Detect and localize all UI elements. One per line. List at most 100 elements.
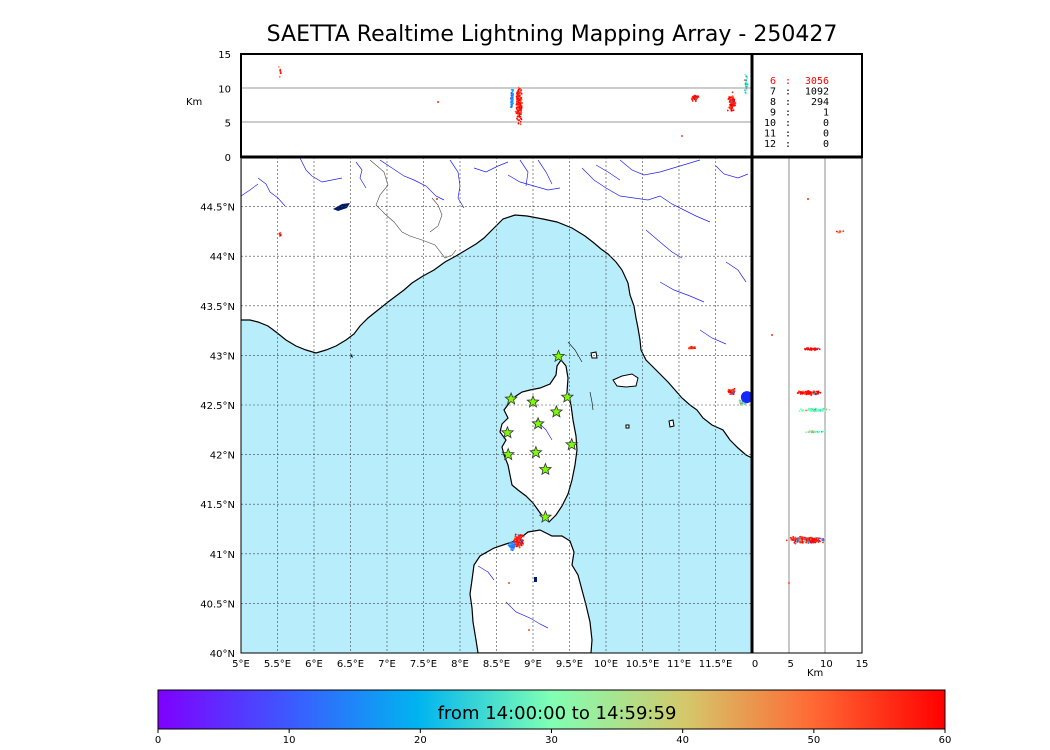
lat-tick-label: 44.5°N [200, 203, 235, 214]
lat-tick-label: 42°N [210, 451, 235, 462]
station-count-sep: : [785, 139, 791, 150]
lon-tick-label: 5.5°E [264, 659, 291, 670]
station-count-sep: : [785, 97, 791, 108]
station-star-icon [549, 404, 564, 418]
lat-tick-label: 40.5°N [200, 599, 235, 610]
top-altitude-tick: 10 [218, 84, 231, 95]
lon-tick-label: 11°E [667, 659, 691, 670]
lake-geneva [333, 203, 350, 211]
station-star-icon [501, 447, 515, 461]
maritime-line [567, 341, 583, 363]
station-star-icon [538, 462, 553, 476]
colorbar-tick: 10 [283, 735, 296, 746]
corsica-island [499, 358, 578, 523]
rivers [241, 157, 749, 629]
lon-tick-label: 7.5°E [410, 659, 437, 670]
colorbar-label: from 14:00:00 to 14:59:59 [438, 703, 677, 724]
side-altitude-tick: 0 [752, 659, 758, 670]
map-panel [241, 157, 752, 653]
lat-tick-label: 42.5°N [200, 401, 235, 412]
top-lightning-sources [278, 66, 749, 137]
elba-island [612, 373, 639, 388]
lon-tick-label: 10.5°E [626, 659, 660, 670]
side-lightning-sources [771, 198, 845, 584]
small-islet [625, 424, 630, 429]
station-count-value: 1092 [805, 87, 829, 98]
station-count-sep: : [785, 129, 791, 140]
lon-tick-label: 5°E [232, 659, 250, 670]
lat-tick-label: 41.5°N [200, 500, 235, 511]
time-colorbar: from 14:00:00 to 14:59:59 0 10 20 30 40 50 60 [155, 689, 951, 746]
mainland-landmass [241, 157, 752, 459]
station-count-stations: 11 [764, 129, 776, 140]
side-altitude-tick: 10 [820, 659, 833, 670]
lat-tick-label: 41°N [210, 550, 235, 561]
lma-center-marker [740, 391, 752, 404]
colorbar-tick: 50 [807, 735, 820, 746]
plot-title: SAETTA Realtime Lightning Mapping Array … [266, 22, 838, 47]
colorbar-tick: 0 [155, 735, 161, 746]
map-gridlines [241, 157, 752, 653]
border-line [369, 159, 457, 259]
lat-tick-label: 40°N [210, 649, 235, 660]
lon-tick-label: 11.5°E [699, 659, 733, 670]
station-count-value: 0 [823, 129, 829, 140]
lon-tick-label: 7°E [378, 659, 396, 670]
colorbar-tick: 30 [545, 735, 558, 746]
station-star-icon [504, 391, 518, 405]
map-lightning-sources [278, 198, 748, 631]
lat-tick-label: 43°N [210, 351, 235, 362]
station-star-icon [526, 394, 540, 408]
station-count-sep: : [785, 118, 791, 129]
station-star-icon [529, 445, 543, 459]
station-count-sep: : [785, 76, 791, 87]
axis-tick-labels: 5°E 5.5°E 6°E 6.5°E 7°E 7.5°E 8°E 8.5°E 9°E 9.5°E… [200, 50, 868, 670]
station-count-value: 294 [811, 97, 829, 108]
top-altitude-unit: Km [186, 97, 202, 108]
colorbar-tick: 40 [676, 735, 689, 746]
station-count-value: 3056 [805, 76, 829, 87]
top-altitude-tick: 15 [218, 50, 231, 61]
side-altitude-tick: 15 [856, 659, 869, 670]
lon-tick-label: 6.5°E [337, 659, 364, 670]
sardinia-lake [534, 577, 537, 582]
station-markers [500, 349, 579, 523]
lon-tick-label: 10°E [594, 659, 618, 670]
giglio-island [668, 419, 675, 428]
lat-tick-label: 43.5°N [200, 302, 235, 313]
lon-tick-label: 9.5°E [556, 659, 583, 670]
side-altitude-tick: 5 [787, 659, 793, 670]
sardinia-island [469, 529, 593, 653]
altitude-longitude-panel [240, 53, 753, 158]
altitude-latitude-panel [241, 54, 863, 654]
lon-tick-label: 6°E [305, 659, 323, 670]
station-star-icon [560, 389, 575, 403]
station-star-icon [531, 416, 545, 430]
station-count-stations: 10 [764, 118, 776, 129]
station-count-stations: 6 [770, 76, 776, 87]
colorbar-tick: 20 [414, 735, 427, 746]
station-count-sep: : [785, 87, 791, 98]
top-altitude-tick: 5 [225, 119, 231, 130]
top-altitude-tick: 0 [225, 153, 231, 164]
station-star-icon [564, 437, 579, 451]
side-altitude-unit: Km [807, 668, 823, 679]
lon-tick-label: 8.5°E [483, 659, 510, 670]
lon-tick-label: 9°E [524, 659, 542, 670]
station-count-value: 1 [823, 108, 829, 119]
station-count-stations: 8 [770, 97, 776, 108]
station-count-value: 0 [823, 118, 829, 129]
maritime-line-2 [589, 391, 594, 411]
station-count-stations: 7 [770, 87, 776, 98]
station-star-icon [538, 509, 553, 523]
station-count-value: 0 [823, 139, 829, 150]
station-count-panel: 6: 3056 7: 1092 8: 294 9: 1 10: 0 11: 0 12: 0 [751, 53, 863, 158]
station-star-icon [551, 349, 566, 363]
station-count-stations: 9 [770, 108, 776, 119]
border-line-2 [429, 197, 443, 233]
station-star-icon [500, 425, 515, 439]
small-lake [350, 354, 353, 358]
station-count-stations: 12 [764, 139, 776, 150]
lon-tick-label: 8°E [451, 659, 469, 670]
